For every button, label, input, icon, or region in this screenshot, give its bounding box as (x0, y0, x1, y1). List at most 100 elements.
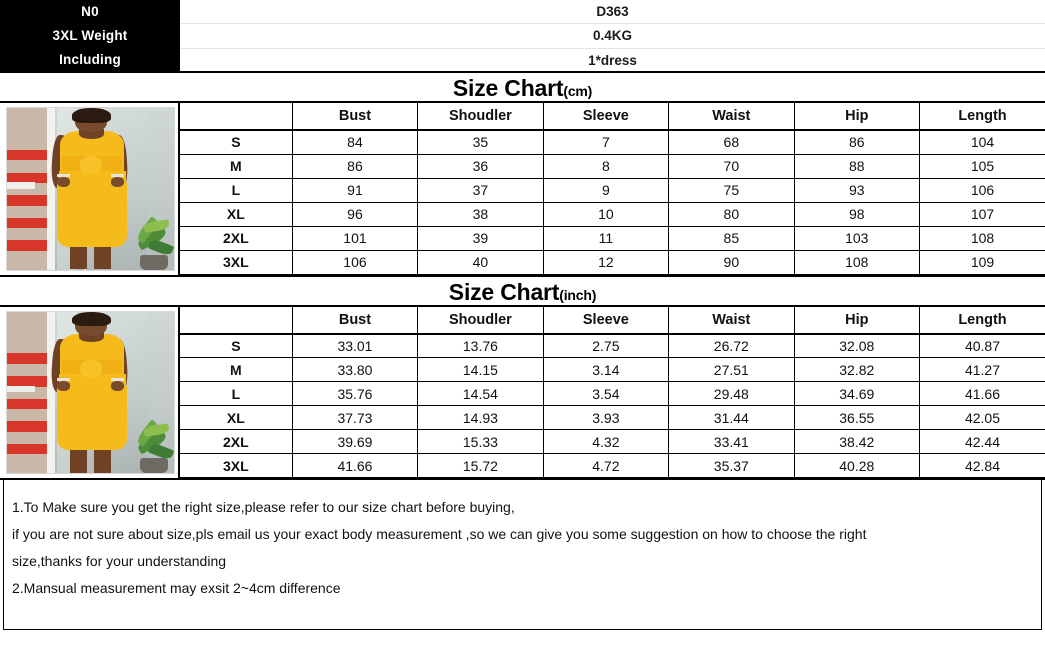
col-header-shoulder-inch: Shoudler (417, 306, 544, 335)
table-row: S 84 35 7 68 86 104 (180, 129, 1045, 155)
size-chart-cm-title-unit: (cm) (563, 83, 593, 99)
size-label: M (180, 153, 293, 179)
size-label: 3XL (180, 453, 293, 478)
table-row: 3XL 106 40 12 90 108 109 (180, 249, 1045, 275)
col-header-size-inch (180, 306, 293, 335)
cell-hip: 32.82 (793, 357, 921, 382)
table-row: M 86 36 8 70 88 105 (180, 153, 1045, 179)
cell-length: 40.87 (919, 333, 1045, 358)
size-table-cm: Bust Shoudler Sleeve Waist Hip Length S … (180, 103, 1045, 275)
cell-sleeve: 3.54 (542, 381, 670, 406)
cell-hip: 98 (793, 201, 921, 227)
cell-waist: 35.37 (668, 453, 795, 478)
cell-waist: 33.41 (668, 429, 795, 454)
cell-hip: 103 (793, 225, 921, 251)
cell-bust: 86 (291, 153, 419, 179)
product-info-block: N0 3XL Weight Including D363 0.4KG 1*dre… (0, 0, 1045, 73)
cell-shoulder: 38 (417, 201, 544, 227)
info-value-including: 1*dress (588, 52, 637, 68)
cell-hip: 36.55 (793, 405, 921, 430)
cell-bust: 33.80 (291, 357, 419, 382)
cell-sleeve: 8 (542, 153, 670, 179)
cell-shoulder: 14.93 (417, 405, 544, 430)
size-label: 2XL (180, 429, 293, 454)
size-label: 2XL (180, 225, 293, 251)
info-label-including: Including (59, 51, 121, 67)
cell-sleeve: 4.72 (542, 453, 670, 478)
cell-shoulder: 39 (417, 225, 544, 251)
cell-length: 42.84 (919, 453, 1045, 478)
cell-waist: 27.51 (668, 357, 795, 382)
size-chart-inch-section: Bust Shoudler Sleeve Waist Hip Length S … (0, 306, 1045, 480)
cell-shoulder: 40 (417, 249, 544, 275)
col-header-bust-inch: Bust (291, 306, 419, 335)
size-label: S (180, 333, 293, 358)
cell-length: 104 (919, 129, 1045, 155)
col-header-bust-cm: Bust (291, 103, 419, 131)
cell-hip: 88 (793, 153, 921, 179)
size-notes-block: 1.To Make sure you get the right size,pl… (3, 480, 1042, 630)
cell-length: 109 (919, 249, 1045, 275)
cell-sleeve: 3.14 (542, 357, 670, 382)
table-row: 2XL 101 39 11 85 103 108 (180, 225, 1045, 251)
col-header-waist-cm: Waist (668, 103, 795, 131)
cell-shoulder: 13.76 (417, 333, 544, 358)
cell-waist: 31.44 (668, 405, 795, 430)
col-header-shoulder-cm: Shoudler (417, 103, 544, 131)
cell-bust: 37.73 (291, 405, 419, 430)
cell-bust: 96 (291, 201, 419, 227)
cell-length: 42.05 (919, 405, 1045, 430)
cell-bust: 106 (291, 249, 419, 275)
cell-shoulder: 14.54 (417, 381, 544, 406)
note-line-1: 1.To Make sure you get the right size,pl… (12, 499, 515, 515)
table-row: XL 37.73 14.93 3.93 31.44 36.55 42.05 (180, 405, 1045, 430)
cell-waist: 85 (668, 225, 795, 251)
size-label: XL (180, 405, 293, 430)
size-label: 3XL (180, 249, 293, 275)
cell-shoulder: 15.72 (417, 453, 544, 478)
cell-hip: 108 (793, 249, 921, 275)
cell-sleeve: 10 (542, 201, 670, 227)
cell-hip: 38.42 (793, 429, 921, 454)
cell-waist: 70 (668, 153, 795, 179)
cell-hip: 93 (793, 177, 921, 203)
col-header-length-cm: Length (919, 103, 1045, 131)
cell-waist: 26.72 (668, 333, 795, 358)
cell-sleeve: 3.93 (542, 405, 670, 430)
note-line-3: size,thanks for your understanding (12, 553, 227, 569)
cell-hip: 40.28 (793, 453, 921, 478)
size-label: L (180, 381, 293, 406)
table-row: L 91 37 9 75 93 106 (180, 177, 1045, 203)
product-photo-cm (6, 107, 175, 271)
product-info-labels: N0 3XL Weight Including (0, 0, 180, 71)
cell-waist: 29.48 (668, 381, 795, 406)
cell-shoulder: 14.15 (417, 357, 544, 382)
info-value-weight: 0.4KG (180, 24, 1045, 49)
cell-length: 41.27 (919, 357, 1045, 382)
col-header-sleeve-inch: Sleeve (542, 306, 670, 335)
cell-sleeve: 11 (542, 225, 670, 251)
cell-sleeve: 7 (542, 129, 670, 155)
product-info-values: D363 0.4KG 1*dress (180, 0, 1045, 71)
cell-waist: 68 (668, 129, 795, 155)
size-label: L (180, 177, 293, 203)
size-label: M (180, 357, 293, 382)
table-row: M 33.80 14.15 3.14 27.51 32.82 41.27 (180, 357, 1045, 382)
size-table-inch-header-row: Bust Shoudler Sleeve Waist Hip Length (180, 306, 1045, 335)
cell-sleeve: 2.75 (542, 333, 670, 358)
size-table-cm-header-row: Bust Shoudler Sleeve Waist Hip Length (180, 103, 1045, 131)
size-table-inch: Bust Shoudler Sleeve Waist Hip Length S … (180, 306, 1045, 478)
col-header-hip-cm: Hip (793, 103, 921, 131)
col-header-length-inch: Length (919, 306, 1045, 335)
cell-bust: 91 (291, 177, 419, 203)
cell-shoulder: 37 (417, 177, 544, 203)
size-chart-cm-section: Bust Shoudler Sleeve Waist Hip Length S … (0, 103, 1045, 277)
table-row: S 33.01 13.76 2.75 26.72 32.08 40.87 (180, 333, 1045, 358)
cell-bust: 101 (291, 225, 419, 251)
size-chart-cm-title: Size Chart(cm) (0, 73, 1045, 103)
cell-shoulder: 35 (417, 129, 544, 155)
note-line-4: 2.Mansual measurement may exsit 2~4cm di… (12, 580, 341, 596)
cell-sleeve: 12 (542, 249, 670, 275)
cell-waist: 75 (668, 177, 795, 203)
